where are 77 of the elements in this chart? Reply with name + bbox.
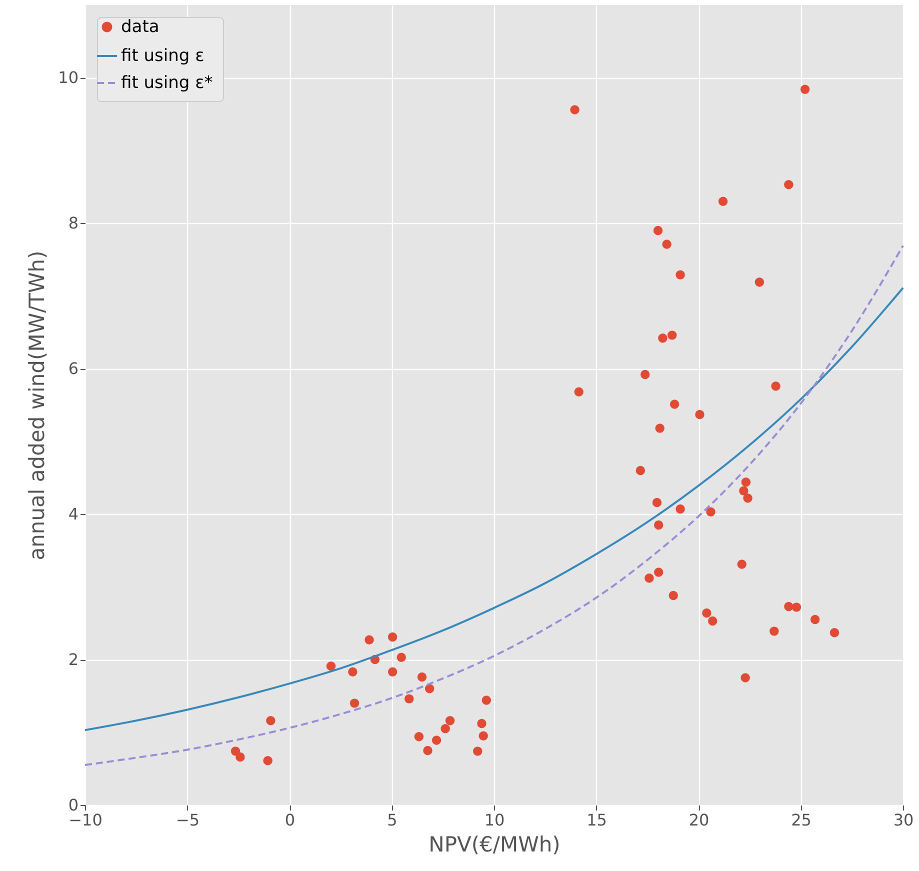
y-tick-label: 2 [68, 650, 78, 670]
x-tick-label: 10 [484, 810, 505, 830]
point [574, 387, 584, 397]
y-axis-title: annual added wind(MW/TWh) [25, 250, 50, 560]
y-tick-label: 8 [68, 214, 78, 233]
point [743, 493, 752, 503]
y-tick-label: 10 [58, 68, 78, 88]
point [654, 568, 664, 577]
point [445, 716, 455, 726]
point [477, 718, 486, 728]
point [770, 626, 779, 636]
point [676, 270, 685, 280]
point [792, 602, 802, 612]
point [414, 732, 424, 742]
point [706, 507, 716, 517]
x-tick-label: 5 [387, 810, 398, 830]
point [478, 731, 488, 741]
point [810, 614, 820, 624]
point [236, 752, 245, 762]
point [740, 673, 750, 682]
point [266, 716, 276, 726]
point [482, 696, 492, 705]
point [388, 667, 398, 677]
legend-label: data [121, 17, 160, 37]
x-tick-label: 20 [688, 810, 710, 830]
x-tick-label: −5 [176, 810, 200, 830]
point [263, 756, 272, 766]
point [670, 400, 680, 409]
point [676, 504, 685, 514]
point [396, 652, 406, 662]
point [668, 330, 677, 340]
point [784, 180, 794, 190]
point [432, 736, 442, 745]
point [655, 424, 664, 433]
point [404, 694, 414, 704]
y-tick-label: 4 [68, 504, 78, 524]
point [326, 661, 336, 671]
point [423, 746, 432, 756]
point [640, 370, 650, 380]
point [348, 667, 358, 677]
point [652, 498, 662, 508]
point [473, 746, 482, 756]
point [800, 84, 810, 94]
x-tick-label: 30 [893, 810, 914, 830]
point [739, 486, 748, 496]
x-tick-label: 25 [791, 810, 812, 830]
point [636, 466, 646, 476]
point [741, 477, 751, 487]
point [718, 196, 728, 206]
x-tick-label: 0 [284, 810, 296, 830]
x-axis-title: NPV(€/MWh) [428, 832, 560, 856]
point [784, 602, 794, 612]
point [830, 628, 840, 638]
point [708, 616, 718, 626]
point [737, 560, 746, 569]
point [364, 635, 374, 645]
point [771, 381, 780, 391]
point [754, 277, 764, 287]
legend-label: fit using ε* [121, 73, 213, 93]
point [653, 226, 663, 236]
point [654, 520, 664, 530]
y-tick-label: 6 [68, 359, 78, 378]
point [570, 105, 580, 114]
point [662, 240, 672, 249]
point [702, 608, 712, 618]
point [230, 746, 240, 756]
point [668, 590, 678, 600]
point [350, 698, 360, 708]
point [424, 684, 434, 694]
point [658, 333, 668, 343]
x-tick-label: 15 [586, 810, 607, 830]
point [440, 724, 450, 734]
point [695, 410, 704, 420]
legend-label: fit using ε [121, 46, 204, 66]
point [388, 632, 398, 642]
point [417, 672, 427, 682]
point [644, 573, 654, 583]
